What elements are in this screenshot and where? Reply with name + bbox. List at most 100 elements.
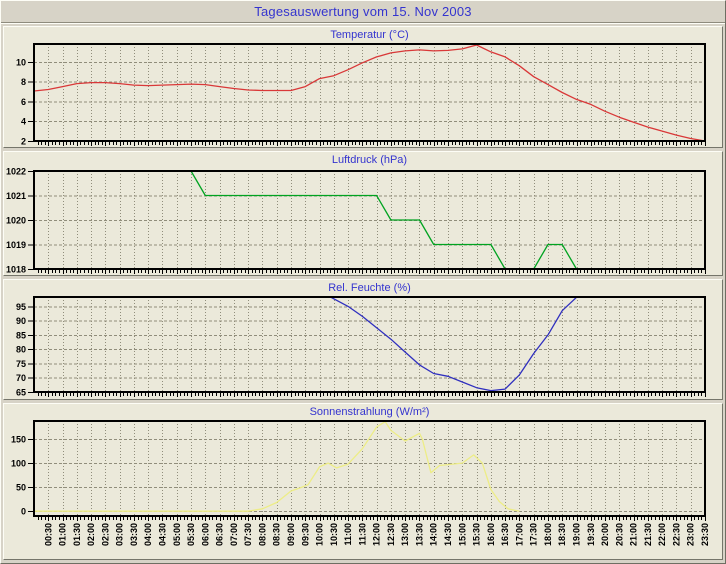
y-tick-label: 100 [11,459,26,469]
x-tick-label: 05:00 [172,523,182,546]
y-tick-label: 1018 [6,265,26,275]
x-tick-label: 09:00 [286,523,296,546]
x-tick-label: 11:30 [357,523,367,546]
x-tick-label: 16:30 [500,523,510,546]
y-axis-labels: 0 50 100 150 [11,435,26,517]
luftdruck-series-line [190,170,578,270]
x-tick-label: 14:00 [429,523,439,546]
y-tick-label: 10 [16,57,26,67]
chart-title-feuchte: Rel. Feuchte (%) [328,282,411,294]
y-axis-labels: 1018 1019 1020 1021 1022 [6,167,26,275]
y-tick-label: 150 [11,435,26,445]
x-tick-label: 04:00 [143,523,153,546]
y-tick-label: 65 [16,388,26,398]
x-tick-label: 23:30 [700,523,710,546]
plot-frame [33,420,706,517]
y-tick-label: 0 [21,507,26,517]
plot-frame [33,43,706,142]
x-tick-label: 17:00 [514,523,524,546]
x-tick-label: 10:30 [329,523,339,546]
rel-feuchte-series-line [330,296,577,392]
axis-ticks [28,306,706,397]
chart-panel-temperatur: Temperatur (°C) 2 4 6 8 10 [3,26,723,148]
chart-panel-feuchte: Rel. Feuchte (%) 65 70 75 80 85 90 95 [3,279,723,400]
x-tick-label: 05:30 [186,523,196,546]
x-tick-label: 20:30 [614,523,624,546]
temperatur-series-line [33,44,706,142]
chart-title-temperatur: Temperatur (°C) [330,29,409,41]
x-tick-label: 23:00 [686,523,696,546]
x-tick-label: 02:00 [86,523,96,546]
y-tick-label: 70 [16,373,26,383]
chart-panel-luftdruck: Luftdruck (hPa) 1018 1019 1020 1021 1022 [3,151,723,276]
grid [34,421,705,516]
x-tick-label: 11:00 [343,523,353,546]
chart-title-sonnenstrahlung: Sonnenstrahlung (W/m²) [309,406,430,418]
x-tick-label: 22:00 [657,523,667,546]
x-tick-label: 20:00 [600,523,610,546]
chart-canvas-feuchte: 65 70 75 80 85 90 95 [16,296,706,398]
x-tick-label: 17:30 [529,523,539,546]
axis-ticks [28,439,706,521]
y-tick-label: 80 [16,345,26,355]
grid [34,297,705,392]
x-tick-label: 08:30 [272,523,282,546]
x-tick-label: 12:30 [386,523,396,546]
plot-frame [33,296,706,393]
sonnenstrahlung-series-line [34,421,520,512]
x-tick-label: 13:00 [400,523,410,546]
y-tick-label: 2 [21,137,26,147]
y-tick-label: 85 [16,330,26,340]
y-tick-label: 6 [21,97,26,107]
y-tick-label: 1021 [6,191,26,201]
x-tick-label: 15:00 [457,523,467,546]
y-tick-label: 8 [21,77,26,87]
x-tick-label: 12:00 [372,523,382,546]
x-tick-label: 21:00 [629,523,639,546]
x-tick-label: 06:30 [215,523,225,546]
x-tick-label: 15:30 [472,523,482,546]
chart-title-luftdruck: Luftdruck (hPa) [331,154,408,166]
x-tick-label: 13:30 [414,523,424,546]
axis-ticks [28,171,706,274]
x-tick-label: 14:30 [443,523,453,546]
y-tick-label: 95 [16,302,26,312]
y-axis-labels: 65 70 75 80 85 90 95 [16,302,26,398]
x-tick-label: 21:30 [643,523,653,546]
x-tick-label: 08:00 [257,523,267,546]
y-tick-label: 1020 [6,216,26,226]
x-tick-label: 10:00 [315,523,325,546]
x-tick-label: 22:30 [671,523,681,546]
x-tick-label: 03:00 [115,523,125,546]
x-tick-label: 07:00 [229,523,239,546]
page-title: Tagesauswertung vom 15. Nov 2003 [1,1,725,23]
x-tick-label: 19:00 [572,523,582,546]
x-tick-label: 06:00 [200,523,210,546]
x-tick-label: 18:00 [543,523,553,546]
y-tick-label: 75 [16,359,26,369]
x-tick-label: 07:30 [243,523,253,546]
grid [34,44,705,141]
x-tick-label: 09:30 [300,523,310,546]
chart-panel-sonnenstrahlung: Sonnenstrahlung (W/m²) 0 50 100 150 00:30 01:… [3,403,723,560]
y-tick-label: 1019 [6,240,26,250]
y-tick-label: 4 [21,117,26,127]
x-tick-label: 16:00 [486,523,496,546]
plot-frame [33,170,706,270]
x-tick-label: 00:30 [43,523,53,546]
x-tick-label: 02:30 [100,523,110,546]
y-axis-labels: 2 4 6 8 10 [16,57,26,146]
chart-canvas-temperatur: 2 4 6 8 10 [16,43,706,147]
y-tick-label: 90 [16,316,26,326]
x-tick-label: 19:30 [586,523,596,546]
x-tick-label: 03:30 [129,523,139,546]
x-tick-label: 01:30 [72,523,82,546]
grid [34,171,705,269]
axis-ticks [28,61,706,146]
x-axis-labels: 00:30 01:00 01:30 02:00 02:30 03:00 03:30 04:00… [43,523,710,546]
x-tick-label: 04:30 [157,523,167,546]
y-tick-label: 1022 [6,167,26,177]
chart-canvas-luftdruck: 1018 1019 1020 1021 1022 [6,167,706,275]
